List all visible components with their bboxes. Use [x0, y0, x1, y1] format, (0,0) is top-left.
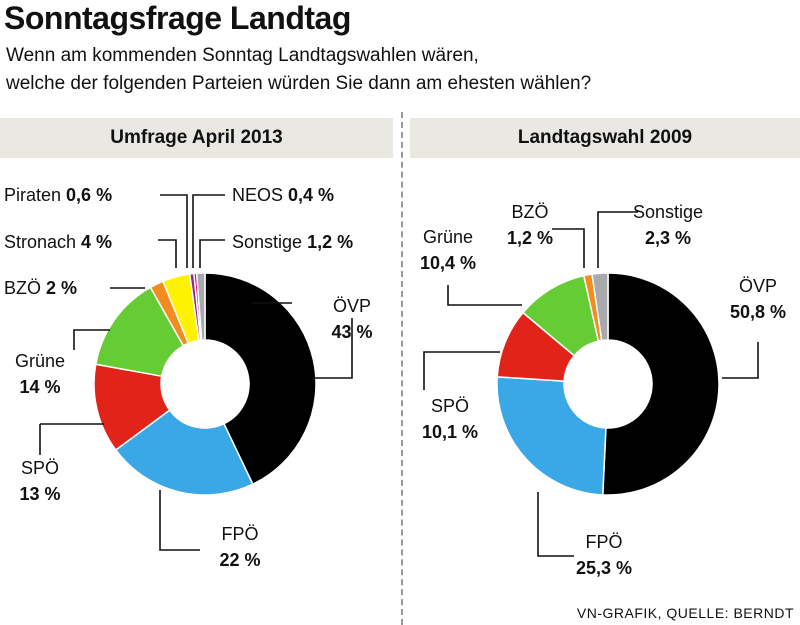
label-bzoe: BZÖ 2 % — [4, 278, 145, 298]
label-oevp: ÖVP 50,8 % — [722, 276, 786, 379]
label-value-fpoe: 25,3 % — [576, 558, 632, 578]
label-spoe: SPÖ 13 % — [19, 423, 104, 504]
label-value-sonstige: 1,2 % — [307, 232, 353, 252]
slice-oevp — [601, 272, 720, 496]
label-name-oevp: ÖVP — [739, 276, 777, 296]
label-name-bzoe: BZÖ — [511, 202, 548, 222]
leader-line-fpoe — [537, 492, 574, 557]
leader-line-stronach — [158, 239, 177, 268]
leader-line-gruene — [73, 329, 110, 350]
label-value-bzoe: 1,2 % — [507, 228, 553, 248]
leader-line-gruene — [447, 285, 522, 306]
leader-line-sonstige — [597, 211, 638, 268]
label-name-sonstige: Sonstige — [633, 202, 703, 222]
label-value-fpoe: 22 % — [219, 550, 260, 570]
label-piraten: Piraten 0,6 % — [4, 185, 188, 268]
label-text-bzoe: BZÖ 2 % — [4, 278, 77, 298]
slice-sonstige — [591, 272, 609, 342]
label-value-piraten: 0,6 % — [66, 185, 112, 205]
slice-gruene — [94, 286, 185, 378]
label-name-oevp: ÖVP — [333, 296, 371, 316]
label-fpoe: FPÖ 22 % — [159, 490, 261, 570]
label-name-fpoe: FPÖ — [221, 524, 258, 544]
label-value-gruene: 14 % — [19, 377, 60, 397]
label-text-neos: NEOS 0,4 % — [232, 185, 334, 205]
slice-oevp — [204, 272, 317, 486]
label-name-sonstige: Sonstige — [232, 232, 307, 252]
label-fpoe: FPÖ 25,3 % — [537, 492, 632, 578]
leader-line-fpoe — [159, 490, 200, 551]
source-note: VN-GRAFIK, QUELLE: BERNDT — [576, 605, 794, 621]
slice-fpoe — [114, 409, 254, 496]
label-text-stronach: Stronach 4 % — [4, 232, 112, 252]
label-neos: NEOS 0,4 % — [192, 185, 334, 268]
label-value-bzoe: 2 % — [46, 278, 77, 298]
label-sonstige: Sonstige 1,2 % — [199, 232, 353, 268]
subtitle: Wenn am kommenden Sonntag Landtagswahlen… — [6, 42, 591, 98]
leader-line-piraten — [160, 194, 188, 268]
leader-line-sonstige — [199, 239, 225, 268]
label-value-neos: 0,4 % — [288, 185, 334, 205]
chart-1-title: Umfrage April 2013 — [0, 118, 393, 158]
label-stronach: Stronach 4 % — [4, 232, 177, 268]
label-name-gruene: Grüne — [15, 351, 65, 371]
label-value-gruene: 10,4 % — [420, 253, 476, 273]
leader-line-spoe — [423, 351, 500, 390]
label-name-spoe: SPÖ — [21, 458, 59, 478]
leader-line-oevp — [722, 342, 759, 379]
slice-sonstige — [195, 272, 206, 341]
label-gruene: Grüne 14 % — [15, 329, 110, 397]
donut-chart-1 — [93, 272, 317, 496]
slice-fpoe — [496, 376, 607, 496]
label-name-spoe: SPÖ — [431, 396, 469, 416]
label-name-neos: NEOS — [232, 185, 288, 205]
subtitle-line-2: welche der folgenden Parteien würden Sie… — [6, 73, 592, 94]
leader-line-neos — [192, 194, 225, 268]
subtitle-line-1: Wenn am kommenden Sonntag Landtagswahlen… — [6, 45, 479, 66]
label-value-stronach: 4 % — [81, 232, 112, 252]
label-name-piraten: Piraten — [4, 185, 66, 205]
label-spoe: SPÖ 10,1 % — [422, 351, 500, 442]
label-name-fpoe: FPÖ — [585, 532, 622, 552]
page-title: Sonntagsfrage Landtag — [4, 0, 351, 36]
label-text-piraten: Piraten 0,6 % — [4, 185, 112, 205]
label-oevp: ÖVP 43 % — [252, 296, 373, 379]
label-value-spoe: 10,1 % — [422, 422, 478, 442]
label-gruene: Grüne 10,4 % — [420, 227, 522, 306]
donut-chart-2 — [496, 272, 720, 496]
divider — [401, 112, 403, 625]
chart-2-title: Landtagswahl 2009 — [410, 118, 800, 158]
label-value-spoe: 13 % — [19, 484, 60, 504]
label-name-stronach: Stronach — [4, 232, 81, 252]
label-name-bzoe: BZÖ — [4, 278, 46, 298]
label-bzoe: BZÖ 1,2 % — [507, 202, 585, 268]
label-value-sonstige: 2,3 % — [645, 228, 691, 248]
label-text-sonstige: Sonstige 1,2 % — [232, 232, 353, 252]
label-value-oevp: 50,8 % — [730, 302, 786, 322]
label-name-gruene: Grüne — [423, 227, 473, 247]
label-sonstige: Sonstige 2,3 % — [597, 202, 703, 268]
leader-line-oevp-2 — [313, 318, 353, 379]
leader-line-bzoe — [552, 228, 585, 268]
label-value-oevp: 43 % — [331, 322, 372, 342]
